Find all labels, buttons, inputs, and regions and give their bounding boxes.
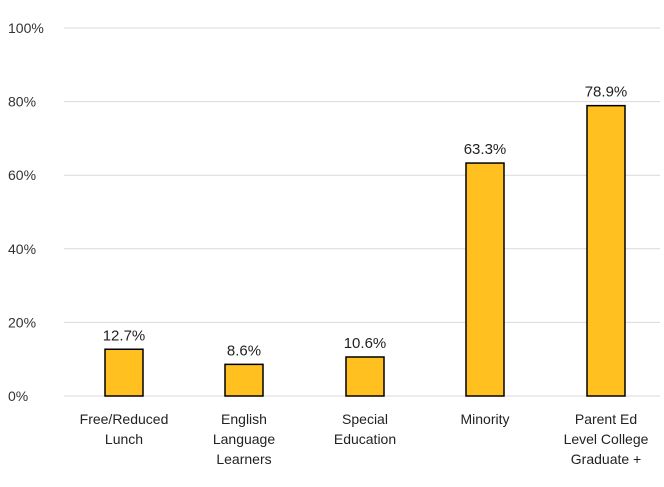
bars — [104, 104, 626, 397]
y-tick-label: 80% — [8, 94, 36, 110]
gridlines — [64, 27, 660, 397]
category-label: Education — [334, 431, 396, 447]
category-label: Free/Reduced — [80, 411, 169, 427]
bar — [224, 363, 264, 397]
x-axis-category-labels: Free/Reduced Lunch English Language Learners… — [80, 411, 649, 467]
y-tick-label: 100% — [8, 20, 44, 36]
y-axis-tick-labels: 0% 20% 40% 60% 80% 100% — [8, 20, 44, 404]
category-label: Learners — [216, 451, 271, 467]
y-tick-label: 40% — [8, 241, 36, 257]
y-tick-label: 20% — [8, 314, 36, 330]
data-label: 12.7% — [103, 327, 146, 344]
bar — [586, 104, 626, 397]
category-label: English — [221, 411, 267, 427]
bar — [345, 356, 385, 397]
data-label: 78.9% — [585, 84, 628, 101]
bar — [465, 162, 505, 397]
category-label: Minority — [460, 411, 509, 427]
bar — [104, 348, 144, 397]
category-label: Special — [342, 411, 388, 427]
y-tick-label: 0% — [8, 388, 28, 404]
data-labels: 12.7% 8.6% 10.6% 63.3% 78.9% — [103, 84, 628, 360]
data-label: 63.3% — [464, 141, 507, 158]
category-label: Language — [213, 431, 276, 447]
category-label: Parent Ed — [575, 411, 637, 427]
category-label: Graduate + — [571, 451, 641, 467]
y-tick-label: 60% — [8, 167, 36, 183]
data-label: 8.6% — [227, 342, 261, 359]
data-label: 10.6% — [344, 335, 387, 352]
category-label: Lunch — [105, 431, 143, 447]
category-label: Level College — [564, 431, 649, 447]
